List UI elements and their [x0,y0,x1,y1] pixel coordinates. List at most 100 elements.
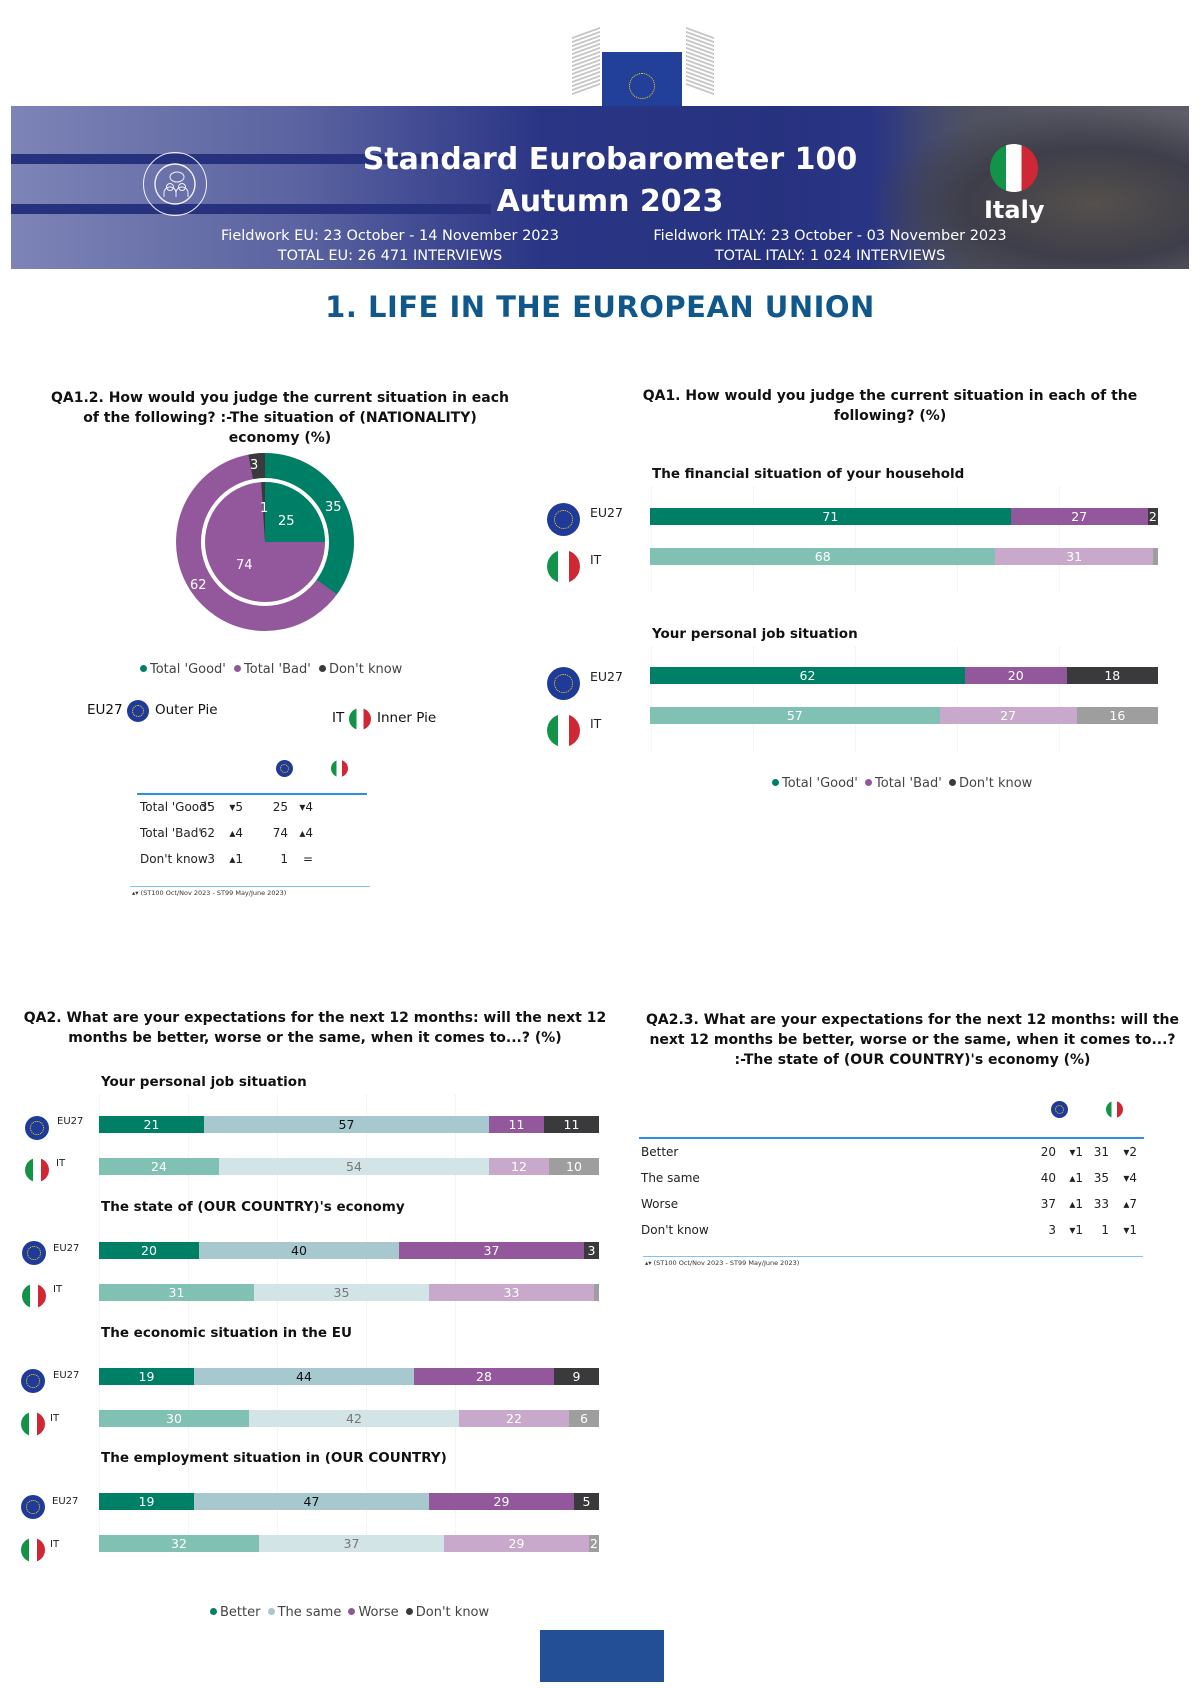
legend-label: Don't know [328,662,403,677]
segment-bad: 27 [939,707,1077,724]
segment-good: 71 [650,508,1011,525]
table-rule [639,1137,1144,1139]
eu-flag-icon [22,1241,46,1265]
eu-stars-icon [618,62,666,110]
segment-worse: 22 [459,1410,569,1427]
row-label-it: IT [56,1158,66,1169]
it-value: 31 [1093,1145,1109,1159]
qa1-legend: Total 'Good' Total 'Bad' Don't know [772,776,1032,791]
legend-dot-worse [348,1608,356,1615]
segment-dk: 9 [554,1368,599,1385]
bar-eu-job: 62 20 18 [650,667,1158,684]
group-label: The financial situation of your househol… [652,466,965,482]
qa23-title: QA2.3. What are your expectations for th… [640,1010,1185,1070]
row-label: Total 'Good' [140,800,211,814]
total-country: TOTAL ITALY: 1 024 INTERVIEWS [714,248,946,264]
it-label: IT [332,710,345,726]
legend-dot-bad [865,779,873,786]
segment-same: 57 [204,1116,489,1133]
eu-value: 35 [199,800,215,814]
gridline [188,1095,189,1550]
eu-diff: ▴1 [229,852,243,866]
qa12-pie-chart: 1 [176,453,354,631]
gridline [366,1095,367,1550]
table-row: The same 40 ▴1 35 ▾4 [641,1171,1141,1191]
segment-dk: 10 [549,1158,599,1175]
fieldwork-country: Fieldwork ITALY: 23 October - 03 Novembe… [653,228,1007,244]
row-label: Worse [641,1197,679,1211]
footnote: ▴▾ (ST100 Oct/Nov 2023 - ST99 May/June 2… [645,1259,800,1267]
table-rule [130,886,370,887]
segment-better: 19 [99,1493,194,1510]
segment-same: 37 [259,1535,444,1552]
pie-label-outer-dk: 3 [250,458,259,473]
segment-better: 20 [99,1242,199,1259]
segment-better: 32 [99,1535,259,1552]
legend-label: The same [277,1605,342,1620]
report-season: Autumn 2023 [496,184,724,219]
segment-same: 54 [219,1158,489,1175]
bar-eu-household: 71 27 2 [650,508,1158,525]
legend-label: Total 'Bad' [875,776,942,791]
qa23-trend-table: Better 20 ▾1 31 ▾2 The same 40 ▴1 35 ▾4 … [641,1145,1141,1255]
row-label: Don't know [641,1223,709,1237]
qa12-title: QA1.2. How would you judge the current s… [30,388,530,448]
decorative-band [11,204,491,214]
gridline [455,1095,456,1550]
pie-label-inner-good: 25 [278,514,295,529]
table-row: Total 'Good' 35 ▾5 25 ▾4 [140,800,365,820]
row-label-it: IT [590,552,602,567]
gridline [1059,647,1060,752]
segment-dk [594,1284,599,1301]
eu-flag-icon [25,1116,49,1140]
segment-dk: 6 [569,1410,599,1427]
table-rule [643,1256,1143,1257]
segment-dk: 18 [1066,667,1158,684]
legend-dot-good [772,779,779,786]
group-label: Your personal job situation [652,626,858,642]
it-value: 1 [280,852,288,866]
segment-good: 68 [650,548,996,565]
segment-same: 35 [254,1284,429,1301]
gridline [957,487,958,592]
row-label: Don't know [140,852,208,866]
row-label-it: IT [590,716,602,731]
qa1-title: QA1. How would you judge the current sit… [630,386,1150,426]
segment-dk: 5 [574,1493,599,1510]
segment-same: 40 [199,1242,399,1259]
segment-bad: 27 [1010,508,1148,525]
bar-eu: 19 44 28 9 [99,1368,599,1385]
table-row: Don't know 3 ▴1 1 = [140,852,365,872]
eu-label: EU27 [87,702,123,718]
it-value: 25 [272,800,288,814]
bar-it: 24 54 12 10 [99,1158,599,1175]
legend-dot-better [210,1608,217,1615]
it-diff: = [302,852,313,866]
segment-better: 31 [99,1284,254,1301]
legend-dot-good [140,665,147,672]
legend-label: Better [220,1605,261,1620]
segment-better: 21 [99,1116,204,1133]
italy-flag-icon [22,1284,46,1308]
eu-flag-icon [547,503,580,536]
gridline [651,647,652,752]
legend-label: Total 'Good' [782,776,858,791]
title-line: :-The state of (OUR COUNTRY)'s economy (… [734,1052,1091,1068]
bar-it: 32 37 29 2 [99,1535,599,1552]
title-line: months be better, worse or the same, whe… [68,1030,562,1046]
segment-worse: 28 [414,1368,554,1385]
row-label: Total 'Bad' [140,826,202,840]
italy-flag-icon [349,708,371,730]
it-diff: ▴7 [1123,1197,1137,1211]
segment-bad: 31 [995,548,1153,565]
pie-label-inner-bad: 74 [236,558,253,573]
gridline [855,487,856,592]
gridline [99,1095,100,1550]
title-line: QA1.2. How would you judge the current s… [50,390,509,406]
legend-dot-bad [234,665,242,672]
gridline [753,487,754,592]
qa2-title: QA2. What are your expectations for the … [20,1008,610,1048]
segment-dk: 2 [1147,508,1158,525]
eu-flag-icon [547,667,580,700]
legend-label: Total 'Bad' [244,662,311,677]
